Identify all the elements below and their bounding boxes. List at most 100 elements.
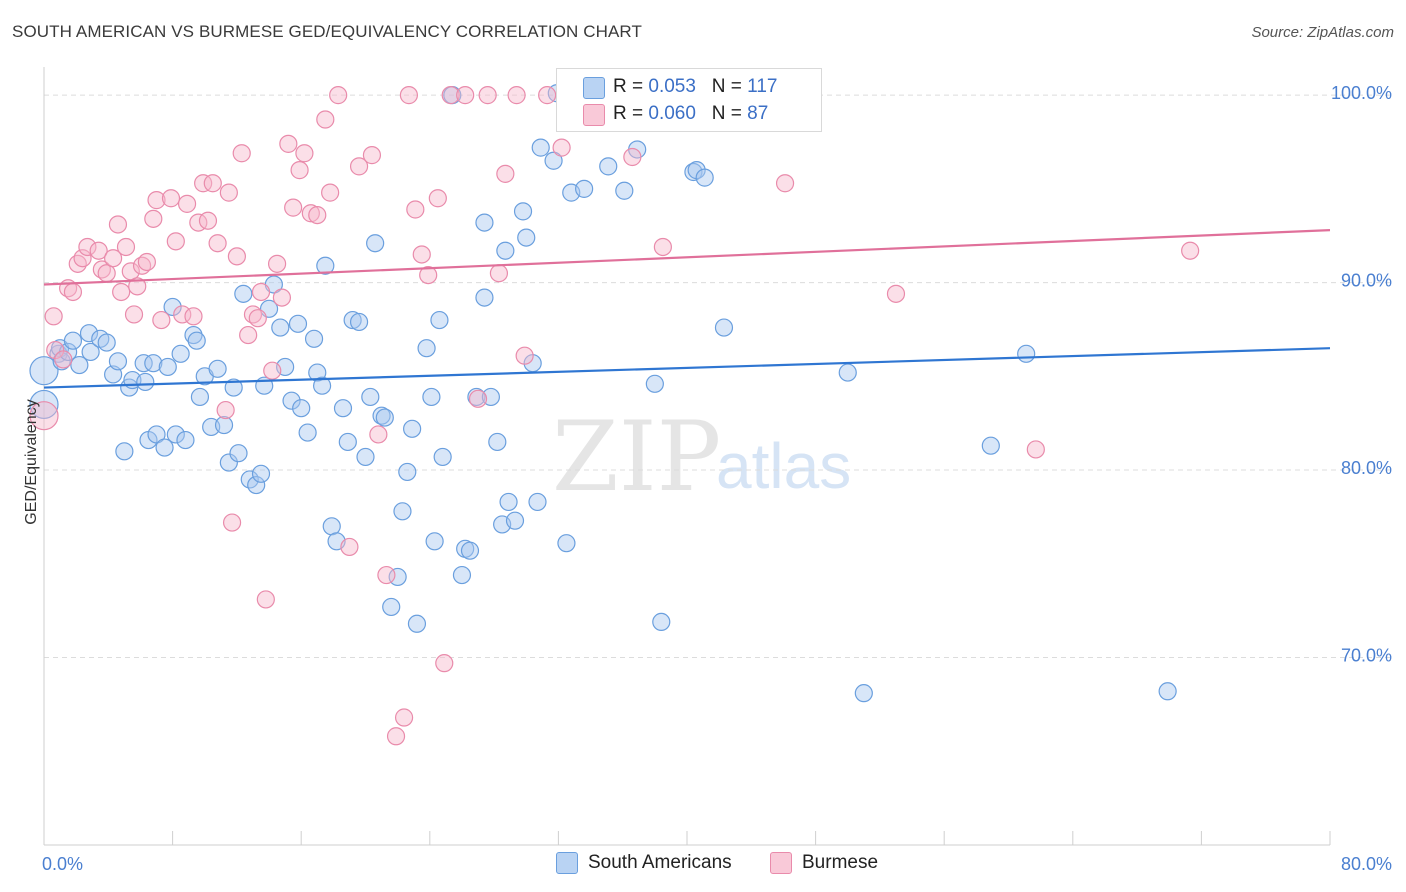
south-americans-point	[695, 168, 714, 187]
burmese-point	[219, 183, 238, 202]
legend-label-burmese: Burmese	[802, 852, 879, 873]
burmese-point	[301, 204, 320, 223]
burmese-point	[386, 727, 406, 746]
burmese-point	[166, 232, 185, 251]
south-americans-point	[171, 344, 190, 363]
burmese-point	[78, 237, 97, 257]
burmese-point	[208, 234, 227, 253]
south-americans-point	[214, 415, 234, 435]
burmese-point	[308, 206, 327, 225]
south-americans-point	[70, 355, 89, 375]
south-americans-point	[187, 331, 206, 350]
south-americans-point	[81, 342, 100, 362]
burmese-point	[263, 361, 282, 380]
south-americans-point	[393, 502, 412, 521]
burmese-point	[161, 189, 181, 208]
burmese-point	[124, 305, 144, 324]
south-americans-point	[134, 354, 153, 373]
source-label: Source: ZipAtlas.com	[1251, 24, 1394, 41]
burmese-point	[173, 305, 192, 324]
burmese-point	[399, 86, 419, 105]
burmese-point	[251, 282, 271, 302]
south-americans-point	[190, 387, 210, 407]
south-americans-point	[375, 408, 394, 427]
y-tick-label: 100.0%	[1331, 83, 1392, 103]
r-label: R =	[613, 76, 644, 97]
south-americans-point	[292, 399, 311, 418]
south-americans-point	[298, 423, 317, 442]
south-americans-point	[29, 389, 59, 420]
legend-swatch-pink	[770, 852, 792, 874]
south-americans-point	[422, 387, 441, 407]
south-americans-point	[575, 179, 594, 198]
burmese-point	[198, 211, 218, 230]
south-americans-point	[229, 444, 248, 463]
burmese-point	[428, 189, 447, 208]
burmese-point	[377, 565, 396, 585]
r-value-pink: 0.060	[648, 103, 696, 124]
south-americans-point	[282, 391, 301, 410]
burmese-point	[496, 164, 515, 183]
south-americans-point	[645, 374, 664, 393]
burmese-point	[775, 174, 795, 193]
burmese-point	[232, 144, 251, 163]
tick-labels: 70.0% 80.0% 90.0% 100.0% 0.0% 80.0%	[42, 83, 1392, 874]
watermark-zip: ZIP	[552, 401, 721, 513]
burmese-point	[412, 245, 431, 264]
burmese-point	[394, 708, 414, 727]
south-americans-point	[147, 425, 166, 444]
south-americans-point	[372, 406, 391, 425]
burmese-point	[68, 254, 87, 273]
south-americans-point	[1158, 682, 1177, 701]
burmese-trend-line	[43, 228, 1331, 286]
burmese-point	[272, 288, 292, 307]
burmese-point	[1026, 440, 1045, 459]
south-americans-point	[838, 363, 857, 382]
south-americans-point	[652, 612, 671, 632]
legend-item-south-americans: South Americans	[556, 852, 732, 874]
burmese-point	[137, 252, 156, 272]
south-americans-point	[488, 432, 507, 452]
south-americans-point	[29, 356, 59, 386]
x-tick-label: 0.0%	[42, 854, 83, 874]
burmese-point	[89, 241, 108, 260]
burmese-point	[116, 237, 136, 257]
burmese-point	[284, 198, 303, 217]
south-americans-point	[136, 372, 155, 392]
burmese-point	[256, 590, 275, 609]
legend-stats: R = 0.053 N = 117 R = 0.060 N = 87	[556, 68, 822, 132]
burmese-point	[441, 86, 460, 105]
burmese-point	[468, 389, 488, 408]
legend-text-pink: R = 0.060 N = 87	[613, 103, 768, 125]
legend-swatch-pink	[583, 104, 605, 126]
legend-swatch-blue	[583, 77, 605, 99]
south-americans-point	[288, 314, 308, 333]
south-americans-point	[79, 324, 99, 343]
south-americans-point	[338, 432, 357, 452]
burmese-point	[147, 191, 166, 210]
south-americans-point	[599, 157, 618, 176]
burmese-point	[507, 86, 526, 105]
burmese-point	[44, 307, 63, 326]
south-americans-point	[460, 541, 480, 560]
burmese-point	[538, 86, 557, 105]
burmese-point	[886, 284, 906, 303]
south-americans-point	[499, 492, 518, 512]
burmese-point	[295, 144, 314, 163]
burmese-point	[279, 134, 298, 153]
r-value-blue: 0.053	[648, 76, 696, 97]
south-americans-point	[475, 213, 494, 232]
burmese-point	[239, 325, 258, 345]
south-americans-point	[615, 181, 634, 200]
y-tick-label: 80.0%	[1341, 458, 1392, 478]
south-americans-point	[224, 378, 243, 397]
south-americans-point	[349, 312, 369, 332]
south-americans-point	[684, 162, 703, 182]
south-americans-point	[425, 532, 444, 551]
burmese-point	[29, 401, 59, 431]
south-americans-point	[854, 684, 873, 703]
burmese-point	[108, 215, 128, 234]
south-americans-point	[219, 453, 238, 472]
south-americans-point	[407, 614, 427, 633]
